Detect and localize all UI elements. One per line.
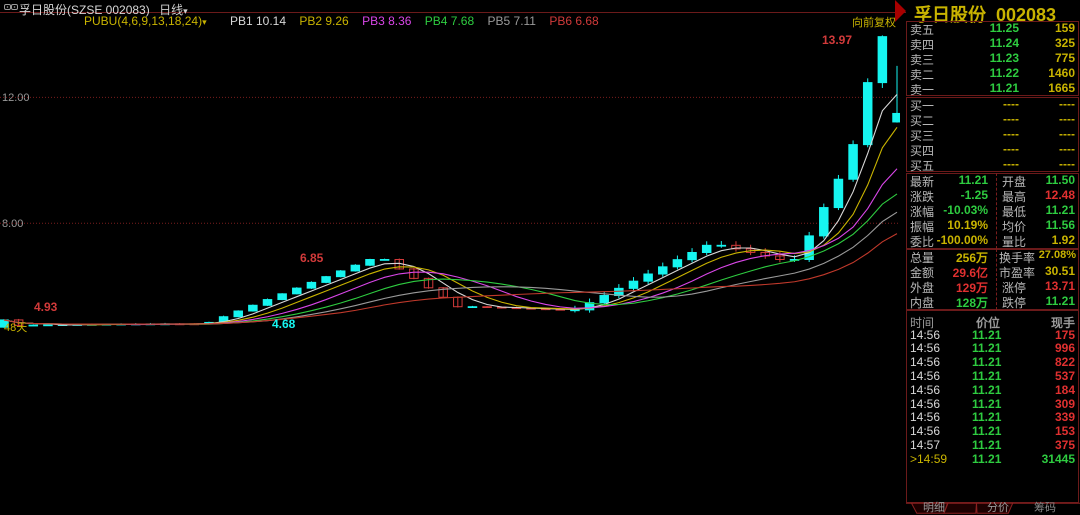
svg-text:分价: 分价 [987,501,1009,514]
svg-text:筹码: 筹码 [1034,500,1056,514]
svg-text:明细: 明细 [923,501,945,514]
